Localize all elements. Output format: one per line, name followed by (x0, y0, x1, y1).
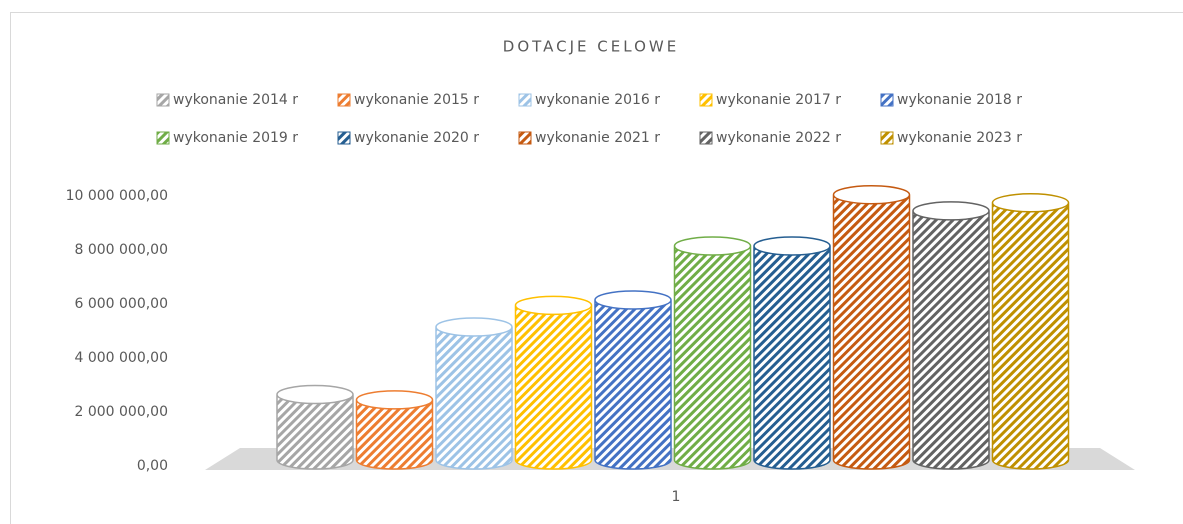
legend-swatch (337, 93, 351, 107)
legend-label: wykonanie 2021 r (535, 130, 660, 146)
y-tick-label: 10 000 000,00 (66, 188, 168, 204)
bar (435, 317, 513, 470)
chart-title: DOTACJE CELOWE (503, 38, 679, 56)
bar (514, 295, 593, 470)
y-tick-label: 8 000 000,00 (74, 242, 168, 258)
y-tick-label: 0,00 (137, 458, 168, 474)
legend-swatch (337, 131, 351, 145)
bar (594, 290, 672, 470)
legend-label: wykonanie 2020 r (354, 130, 479, 146)
legend-label: wykonanie 2023 r (897, 130, 1022, 146)
bar (753, 236, 831, 470)
legend-swatch (880, 131, 894, 145)
legend-swatch (156, 131, 170, 145)
bar (355, 390, 434, 470)
legend-label: wykonanie 2019 r (173, 130, 298, 146)
legend-swatch (699, 93, 713, 107)
legend-swatch (518, 131, 532, 145)
bar (912, 201, 990, 470)
legend-label: wykonanie 2018 r (897, 92, 1022, 108)
y-tick-label: 4 000 000,00 (74, 350, 168, 366)
bar (673, 236, 752, 470)
y-tick-label: 6 000 000,00 (74, 296, 168, 312)
y-tick-label: 2 000 000,00 (74, 404, 168, 420)
legend-swatch (518, 93, 532, 107)
x-tick-label: 1 (672, 489, 681, 505)
legend-swatch (699, 131, 713, 145)
legend-swatch (156, 93, 170, 107)
legend-label: wykonanie 2022 r (716, 130, 841, 146)
legend-label: wykonanie 2017 r (716, 92, 841, 108)
bar (276, 384, 354, 470)
bar (832, 184, 911, 470)
legend-swatch (880, 93, 894, 107)
legend-label: wykonanie 2014 r (173, 92, 298, 108)
legend-label: wykonanie 2016 r (535, 92, 660, 108)
bar (991, 193, 1070, 470)
legend-label: wykonanie 2015 r (354, 92, 479, 108)
